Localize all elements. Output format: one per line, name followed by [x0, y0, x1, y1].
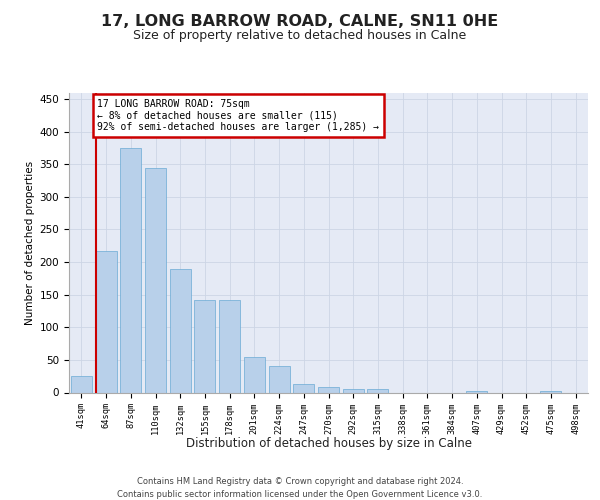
Bar: [194, 300, 215, 392]
Bar: [170, 268, 191, 392]
Text: 17, LONG BARROW ROAD, CALNE, SN11 0HE: 17, LONG BARROW ROAD, CALNE, SN11 0HE: [101, 14, 499, 30]
Text: Size of property relative to detached houses in Calne: Size of property relative to detached ho…: [133, 29, 467, 42]
Bar: [466, 391, 487, 392]
Bar: [541, 391, 562, 392]
Y-axis label: Number of detached properties: Number of detached properties: [25, 160, 35, 324]
Bar: [343, 389, 364, 392]
Text: Distribution of detached houses by size in Calne: Distribution of detached houses by size …: [186, 438, 472, 450]
Text: 17 LONG BARROW ROAD: 75sqm
← 8% of detached houses are smaller (115)
92% of semi: 17 LONG BARROW ROAD: 75sqm ← 8% of detac…: [97, 99, 379, 132]
Bar: [120, 148, 141, 392]
Bar: [293, 384, 314, 392]
Bar: [367, 389, 388, 392]
Bar: [145, 168, 166, 392]
Bar: [95, 251, 116, 392]
Bar: [244, 356, 265, 392]
Bar: [219, 300, 240, 392]
Bar: [71, 376, 92, 392]
Bar: [318, 388, 339, 392]
Text: Contains HM Land Registry data © Crown copyright and database right 2024.
Contai: Contains HM Land Registry data © Crown c…: [118, 477, 482, 499]
Bar: [269, 366, 290, 392]
